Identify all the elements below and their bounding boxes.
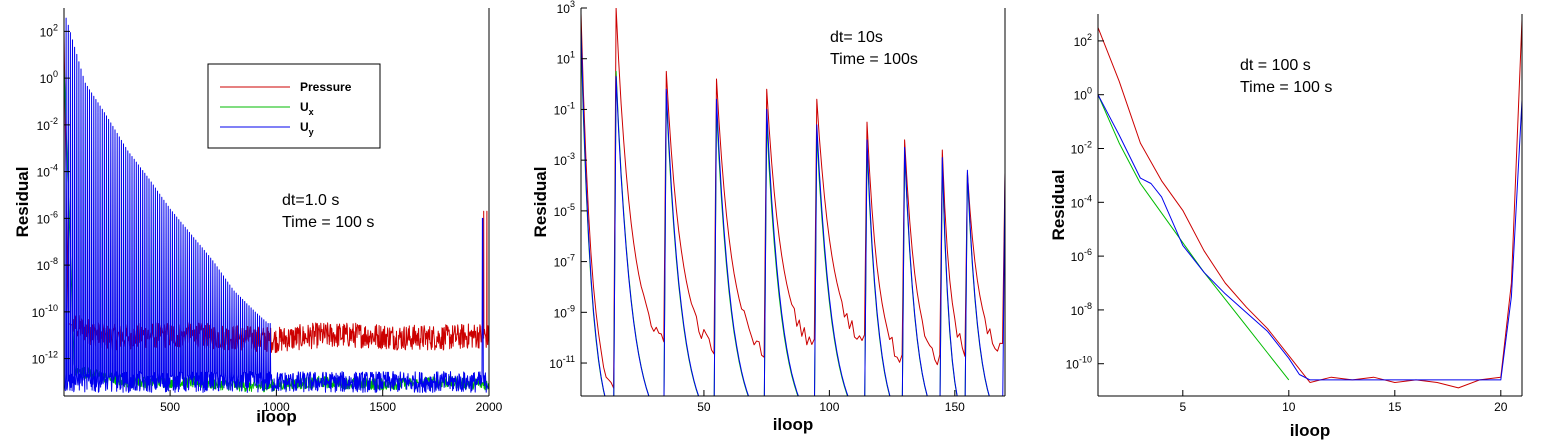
y-tick-label: 10-2: [37, 116, 58, 133]
series-line-uy: [581, 28, 1005, 396]
x-axis-label: iloop: [256, 407, 297, 426]
y-tick-label: 10-8: [37, 256, 58, 273]
y-axis-label: Residual: [13, 167, 32, 238]
y-tick-label: 102: [40, 22, 58, 39]
y-axis-label: Residual: [531, 167, 550, 238]
x-tick-label: 50: [697, 400, 711, 414]
legend-box: [207, 63, 381, 149]
series-line-pressure: [64, 31, 489, 354]
series-line-ux: [1098, 94, 1290, 381]
series-line-pressure: [1098, 19, 1522, 389]
x-tick-label: 1000: [263, 400, 290, 414]
y-tick-label: 10-10: [1066, 355, 1092, 372]
x-tick-label: 150: [945, 400, 965, 414]
annotation-text: Time = 100s: [830, 51, 918, 68]
x-axis-label: iloop: [1290, 421, 1331, 440]
y-tick-label: 10-10: [32, 303, 58, 320]
legend-label: Ux: [300, 100, 314, 117]
x-tick-label: 100: [819, 400, 839, 414]
chart-panel-3: 5 10 15 20 102 100 10-2 10-4 10-6 10-8 10-10 iloop R…: [1049, 14, 1523, 440]
annotation-text: dt= 10s: [830, 29, 883, 46]
series-line-uy: [1098, 94, 1522, 381]
legend-label: Uy: [300, 120, 314, 137]
annotation-text: Time = 100 s: [1240, 79, 1332, 96]
y-tick-label: 10-12: [32, 350, 58, 367]
annotation-text: dt=1.0 s: [282, 192, 339, 209]
chart-panel-1: 500 1000 1500 2000 102 100 10-2 10-4 10-6 10-8 10-…: [13, 8, 503, 426]
x-tick-label: 15: [1388, 400, 1402, 414]
legend-label: Pressure: [300, 80, 352, 94]
y-tick-label: 10-2: [1071, 140, 1092, 157]
x-tick-label: 2000: [476, 400, 503, 414]
series-line-ux: [581, 38, 990, 396]
y-tick-label: 10-9: [554, 303, 575, 320]
x-tick-label: 1500: [369, 400, 396, 414]
chart-panel-2: 50 100 150 103 101 10-1 10-3 10-5 10-7 10-9 10-11 i…: [531, 0, 1006, 434]
y-tick-label: 10-11: [549, 354, 575, 371]
y-tick-label: 10-3: [554, 151, 575, 168]
plot-area: [64, 17, 489, 393]
annotation-text: Time = 100 s: [282, 214, 374, 231]
x-tick-label: 5: [1179, 400, 1186, 414]
y-tick-label: 10-6: [1071, 247, 1092, 264]
y-axis-label: Residual: [1049, 170, 1068, 241]
y-tick-label: 10-8: [1071, 301, 1092, 318]
y-tick-label: 10-4: [1071, 193, 1092, 210]
x-tick-label: 500: [160, 400, 180, 414]
plot-area: [1098, 19, 1522, 389]
y-tick-label: 10-6: [37, 209, 58, 226]
y-tick-label: 102: [1074, 32, 1092, 49]
annotation-text: dt = 100 s: [1240, 57, 1311, 74]
y-tick-label: 10-4: [37, 163, 58, 180]
x-tick-label: 10: [1282, 400, 1296, 414]
x-tick-label: 20: [1494, 400, 1508, 414]
series-line-pressure: [581, 8, 1005, 389]
y-tick-label: 103: [557, 0, 575, 16]
x-axis-label: iloop: [773, 415, 814, 434]
plot-area: [581, 8, 1005, 396]
y-tick-label: 100: [1074, 86, 1092, 103]
y-tick-label: 101: [557, 50, 575, 67]
legend: Pressure Ux Uy: [207, 63, 381, 149]
y-tick-label: 100: [40, 69, 58, 86]
series-line-uy: [64, 17, 489, 393]
y-tick-label: 10-1: [554, 100, 575, 117]
y-tick-label: 10-7: [554, 253, 575, 270]
y-tick-label: 10-5: [554, 202, 575, 219]
